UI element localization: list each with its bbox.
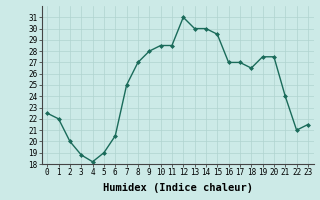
X-axis label: Humidex (Indice chaleur): Humidex (Indice chaleur)	[103, 183, 252, 193]
